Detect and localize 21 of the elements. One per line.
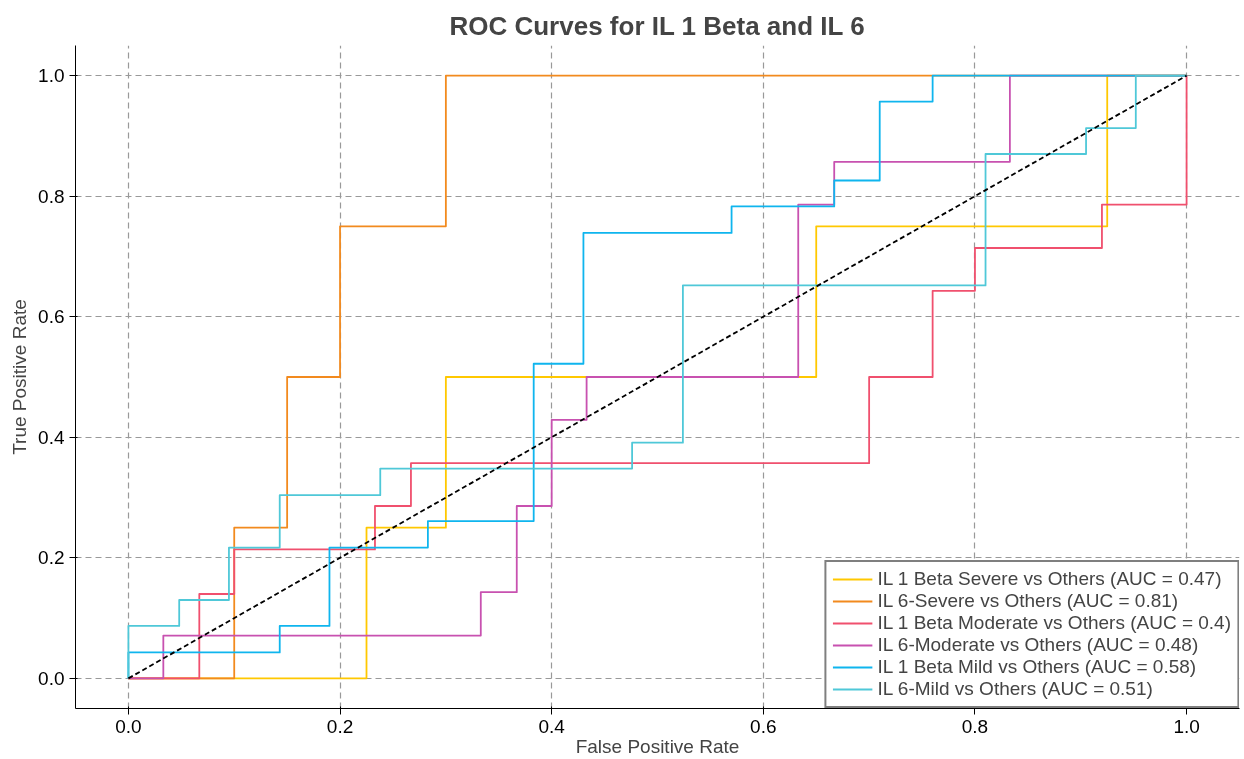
x-tick-label: 0.8 (961, 715, 989, 737)
x-tick-label: 0.6 (750, 715, 777, 737)
y-tick-label: 0.8 (38, 185, 65, 207)
y-tick-label: 0.2 (38, 547, 65, 569)
y-tick-label: 1.0 (38, 65, 65, 87)
legend-label: IL 1 Beta Mild vs Others (AUC = 0.58) (877, 656, 1197, 678)
x-tick-label: 0.0 (115, 715, 142, 737)
x-axis-title: False Positive Rate (575, 735, 740, 757)
x-tick-label: 0.2 (326, 715, 354, 737)
legend-label: IL 6-Moderate vs Others (AUC = 0.48) (877, 634, 1199, 656)
y-tick-label: 0.4 (38, 426, 65, 448)
legend-label: IL 6-Severe vs Others (AUC = 0.81) (877, 590, 1179, 612)
x-tick-label: 1.0 (1173, 715, 1200, 737)
legend-label: IL 1 Beta Moderate vs Others (AUC = 0.4) (877, 612, 1231, 634)
chart-title: ROC Curves for IL 1 Beta and IL 6 (449, 10, 865, 41)
legend-label: IL 1 Beta Severe vs Others (AUC = 0.47) (877, 568, 1222, 590)
y-tick-label: 0.6 (38, 306, 65, 328)
legend-label: IL 6-Mild vs Others (AUC = 0.51) (877, 678, 1153, 700)
y-axis-title: True Positive Rate (9, 299, 31, 455)
x-tick-label: 0.4 (538, 715, 566, 737)
y-tick-label: 0.0 (38, 667, 65, 689)
